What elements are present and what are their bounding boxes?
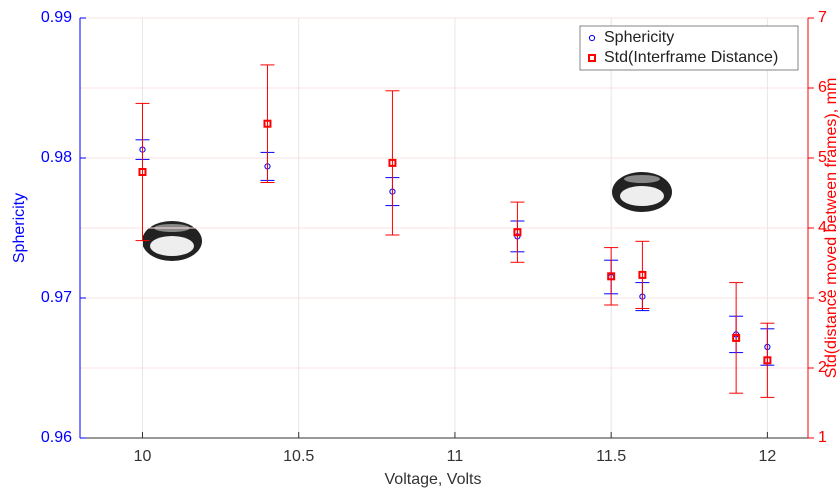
legend: Sphericity Std(Interframe Distance) [579,25,799,71]
error-bar [260,64,275,183]
x-axis-label: Voltage, Volts [385,471,482,488]
error-bar [385,90,400,236]
droplet-image [612,172,672,212]
error-bar [135,102,150,242]
y2-tick-label: 1 [818,429,827,446]
legend-box [579,25,799,71]
y2-tick-label: 6 [818,79,827,96]
data-point [513,228,522,237]
error-bar [729,282,744,394]
x-tick-label: 11.5 [596,448,626,465]
y2-axis-label: Std(distance moved between frames), mm [823,78,840,379]
error-bar [510,201,525,263]
y2-tick-label: 7 [818,9,827,26]
data-point [607,272,616,281]
legend-marker [588,34,596,42]
x-tick-label: 10 [134,448,152,465]
error-bar [760,322,775,398]
data-point [138,168,147,176]
y-tick-label: 0.98 [41,149,72,166]
error-bar [604,247,619,306]
y-axis-label: Sphericity [11,193,28,263]
x-tick-label: 10.5 [283,448,314,465]
data-point [263,119,272,128]
y-tick-label: 0.96 [41,429,72,446]
error-bar [635,240,650,309]
x-tick-label: 11 [447,448,464,465]
data-point [638,270,647,279]
y2-tick-label: 5 [818,149,827,166]
legend-marker [588,54,596,62]
y2-tick-label: 2 [818,359,827,376]
y2-tick-label: 3 [818,289,827,306]
droplet-image [142,221,202,261]
data-point [732,333,741,342]
data-point [763,356,772,365]
x-tick-label: 12 [758,448,776,465]
y-tick-label: 0.99 [41,9,72,26]
legend-label: Sphericity [604,29,674,46]
y2-tick-label: 4 [818,219,827,236]
y-tick-label: 0.97 [41,289,72,306]
legend-label: Std(Interframe Distance) [604,49,778,66]
data-point [388,158,397,167]
